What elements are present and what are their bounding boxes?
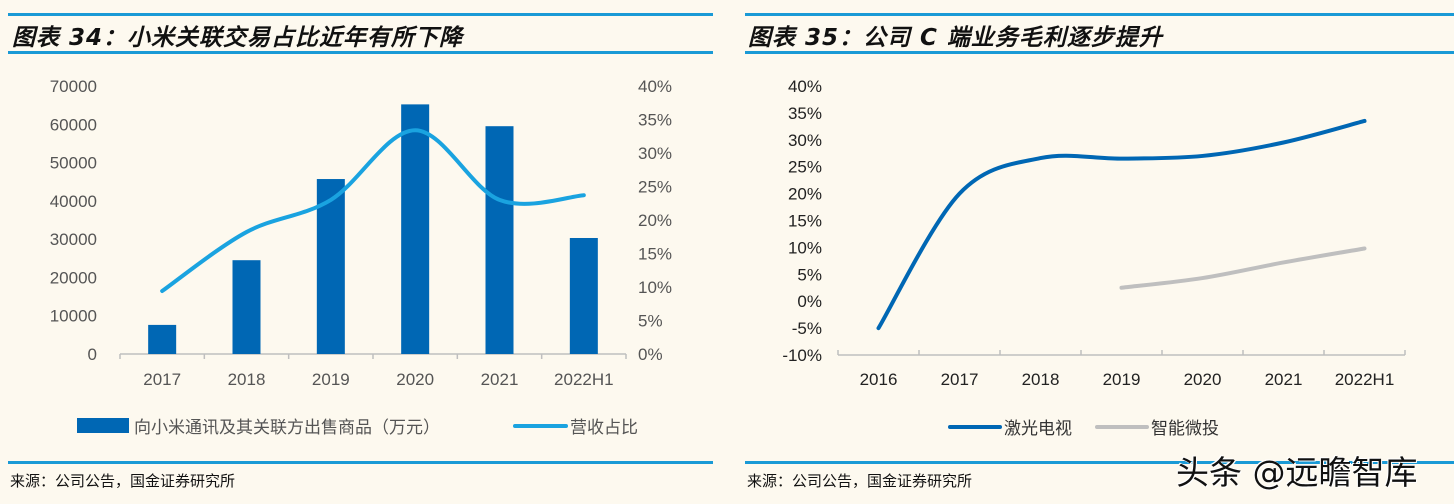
x-axis-tick-label: 2019 <box>312 370 350 389</box>
y-axis-tick-label: -10% <box>782 346 822 365</box>
y-axis-tick-label: 35% <box>788 104 822 123</box>
y-axis-tick-label: 40% <box>788 77 822 96</box>
legend-bar-label: 向小米通讯及其关联方出售商品（万元） <box>134 418 440 437</box>
x-axis-tick-label: 2021 <box>481 370 519 389</box>
left-axis-tick-label: 30000 <box>50 230 97 249</box>
x-axis-tick-label: 2020 <box>396 370 434 389</box>
right-axis-tick-label: 35% <box>638 111 672 130</box>
y-axis-tick-label: 25% <box>788 158 822 177</box>
source-rule-left <box>8 461 713 464</box>
legend-line-label: 营收占比 <box>570 418 638 437</box>
x-axis-tick-label: 2017 <box>941 370 979 389</box>
chart-35-source: 来源：公司公告，国金证券研究所 <box>747 472 973 490</box>
chart-34-source: 来源：公司公告，国金证券研究所 <box>10 472 236 490</box>
right-axis-tick-label: 40% <box>638 77 672 96</box>
laser-tv-line <box>876 118 1367 331</box>
legend-label: 激光电视 <box>1004 419 1072 438</box>
right-axis-tick-label: 30% <box>638 144 672 163</box>
y-axis-tick-label: 30% <box>788 131 822 150</box>
left-axis-tick-label: 60000 <box>50 115 97 134</box>
left-axis-tick-label: 10000 <box>50 307 97 326</box>
right-axis-tick-label: 5% <box>638 312 663 331</box>
x-axis-tick-label: 2020 <box>1184 370 1222 389</box>
smart-projector-line <box>1119 246 1367 290</box>
x-axis-tick-label: 2022H1 <box>554 370 614 389</box>
x-axis-tick-label: 2018 <box>228 370 266 389</box>
bar <box>148 324 177 354</box>
left-axis-tick-label: 20000 <box>50 268 97 287</box>
right-axis-tick-label: 10% <box>638 278 672 297</box>
revenue-share-line <box>160 128 586 294</box>
y-axis-tick-label: 5% <box>797 265 822 284</box>
y-axis-tick-label: 15% <box>788 212 822 231</box>
y-axis-tick-label: 0% <box>797 292 822 311</box>
right-axis-tick-label: 0% <box>638 345 663 364</box>
x-axis-tick-label: 2018 <box>1022 370 1060 389</box>
y-axis-tick-label: 20% <box>788 185 822 204</box>
bar <box>485 126 514 354</box>
left-axis-tick-label: 50000 <box>50 154 97 173</box>
title-rule-top-left <box>8 13 713 16</box>
x-axis-tick-label: 2019 <box>1103 370 1141 389</box>
left-axis-tick-label: 40000 <box>50 192 97 211</box>
right-axis-tick-label: 20% <box>638 211 672 230</box>
chart-35-title: 图表 35：公司 C 端业务毛利逐步提升 <box>748 25 1163 51</box>
left-axis-tick-label: 70000 <box>50 77 97 96</box>
left-axis-tick-label: 0 <box>88 345 97 364</box>
bar <box>232 260 261 354</box>
bar <box>569 237 598 354</box>
title-rule-bottom-left <box>8 51 713 54</box>
watermark: 头条 @远瞻智库 <box>1176 453 1418 492</box>
bar <box>316 179 345 354</box>
y-axis-tick-label: 10% <box>788 238 822 257</box>
source-rule-right <box>745 461 1454 464</box>
title-rule-bottom-right <box>745 51 1454 54</box>
bar <box>401 104 430 355</box>
legend-label: 智能微投 <box>1151 419 1219 438</box>
right-axis-tick-label: 15% <box>638 245 672 264</box>
legend-bar-swatch <box>77 418 129 433</box>
title-rule-top-right <box>745 13 1454 16</box>
x-axis-tick-label: 2022H1 <box>1335 370 1395 389</box>
x-axis-tick-label: 2021 <box>1265 370 1303 389</box>
x-axis-tick-label: 2017 <box>143 370 181 389</box>
x-axis-tick-label: 2016 <box>860 370 898 389</box>
y-axis-tick-label: -5% <box>792 319 822 338</box>
chart-34-title: 图表 34：小米关联交易占比近年有所下降 <box>12 25 464 51</box>
right-axis-tick-label: 25% <box>638 178 672 197</box>
